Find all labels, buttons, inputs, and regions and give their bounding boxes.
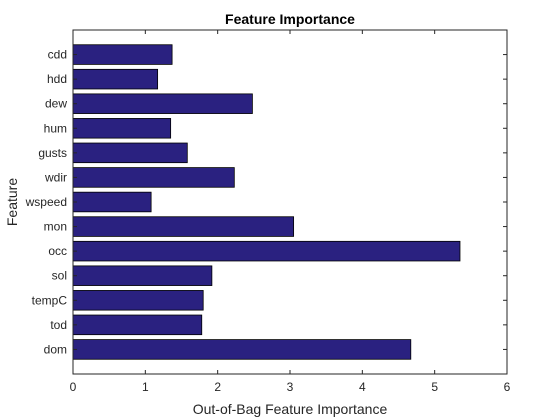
y-tick-label-hdd: hdd	[47, 72, 67, 86]
bar-wdir	[72, 167, 235, 188]
x-tick-label: 4	[359, 380, 366, 394]
bar-hum	[72, 118, 172, 139]
y-tick-label-tempC: tempC	[32, 293, 68, 307]
y-tick-label-mon: mon	[44, 220, 67, 234]
y-tick-label-occ: occ	[48, 244, 67, 258]
bars-layer	[72, 44, 461, 360]
y-tick-label-tod: tod	[50, 318, 67, 332]
bar-tod	[72, 314, 203, 336]
bar-hdd	[72, 68, 159, 90]
x-tick-label: 1	[142, 380, 149, 394]
chart-title: Feature Importance	[225, 11, 355, 27]
y-tick-label-cdd: cdd	[48, 48, 67, 62]
y-tick-label-wdir: wdir	[44, 170, 67, 184]
bar-wspeed	[72, 191, 152, 213]
bar-occ	[72, 240, 461, 262]
x-tick-label: 3	[287, 380, 294, 394]
x-axis-ticks: 0 1 2 3 4 5 6	[70, 30, 511, 394]
bar-sol	[72, 265, 213, 286]
bar-dew	[72, 93, 253, 114]
bar-mon	[72, 216, 295, 237]
y-axis-ticks: cdd hdd dew hum gusts wdir wspeed mon occ sol temp…	[25, 48, 507, 356]
y-tick-label-dom: dom	[44, 342, 67, 356]
y-axis-label: Feature	[4, 178, 20, 226]
y-tick-label-dew: dew	[45, 97, 67, 111]
y-tick-label-gusts: gusts	[38, 146, 67, 160]
x-axis-label: Out-of-Bag Feature Importance	[193, 401, 388, 417]
y-tick-label-hum: hum	[44, 121, 67, 135]
y-tick-label-sol: sol	[52, 269, 67, 283]
bar-tempC	[72, 290, 204, 311]
bar-dom	[72, 339, 412, 360]
bar-cdd	[72, 44, 173, 65]
y-tick-label-wspeed: wspeed	[25, 195, 67, 209]
x-tick-label: 0	[70, 380, 77, 394]
x-tick-label: 5	[431, 380, 438, 394]
bar-gusts	[72, 142, 188, 164]
x-tick-label: 2	[214, 380, 221, 394]
x-tick-label: 6	[504, 380, 511, 394]
